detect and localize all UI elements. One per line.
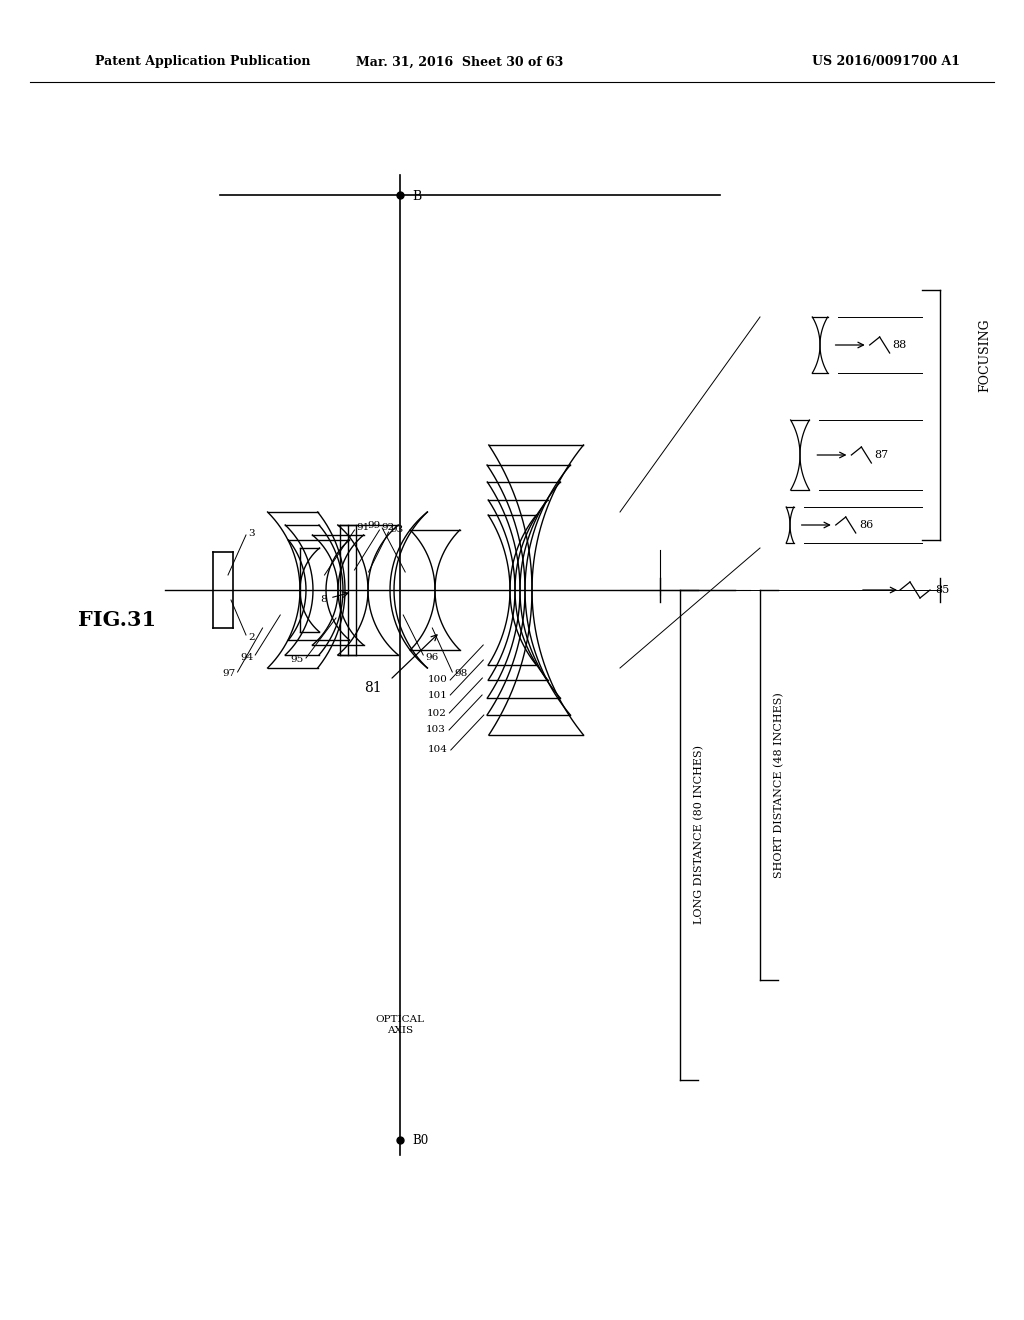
Text: SHORT DISTANCE (48 INCHES): SHORT DISTANCE (48 INCHES)	[774, 692, 784, 878]
Text: B: B	[412, 190, 421, 203]
Text: FOCUSING: FOCUSING	[979, 318, 991, 392]
Text: 97: 97	[222, 669, 236, 678]
Text: FIG.31: FIG.31	[78, 610, 156, 630]
Text: 86: 86	[859, 520, 873, 531]
Text: 8: 8	[321, 595, 327, 605]
Text: 88: 88	[893, 341, 907, 350]
Text: 99: 99	[367, 521, 380, 531]
Text: Patent Application Publication: Patent Application Publication	[95, 55, 310, 69]
Text: 96: 96	[425, 652, 438, 661]
Text: 3: 3	[248, 528, 255, 537]
Text: 92: 92	[382, 524, 394, 532]
Text: 2: 2	[248, 632, 255, 642]
Text: 85: 85	[935, 585, 949, 595]
Text: Mar. 31, 2016  Sheet 30 of 63: Mar. 31, 2016 Sheet 30 of 63	[356, 55, 563, 69]
Text: 100: 100	[427, 676, 447, 685]
Text: 95: 95	[291, 656, 304, 664]
Text: B0: B0	[412, 1134, 428, 1147]
Text: US 2016/0091700 A1: US 2016/0091700 A1	[812, 55, 961, 69]
Text: 102: 102	[426, 709, 446, 718]
Text: 103: 103	[426, 726, 446, 734]
Text: 94: 94	[240, 652, 253, 661]
Text: 91: 91	[356, 524, 370, 532]
Text: OPTICAL
AXIS: OPTICAL AXIS	[376, 1015, 425, 1035]
Text: 104: 104	[428, 746, 447, 755]
Text: 81: 81	[365, 681, 382, 696]
Text: 87: 87	[874, 450, 889, 459]
Text: 101: 101	[427, 690, 447, 700]
Text: LONG DISTANCE (80 INCHES): LONG DISTANCE (80 INCHES)	[694, 746, 705, 924]
Text: 98: 98	[455, 669, 468, 678]
Text: 93: 93	[390, 525, 403, 535]
